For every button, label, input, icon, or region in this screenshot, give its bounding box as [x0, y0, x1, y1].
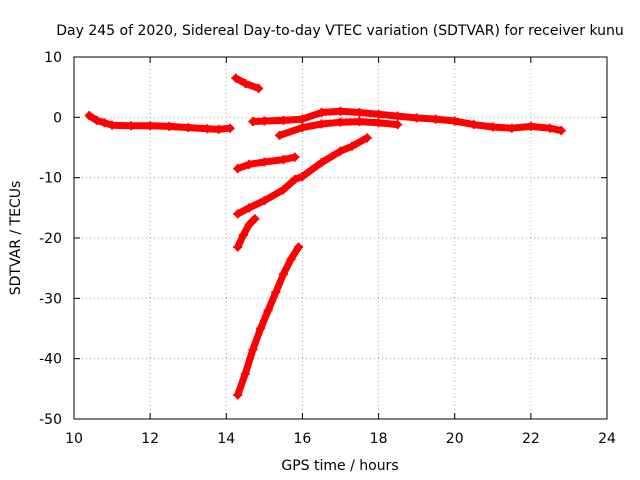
y-tick-label: -50	[39, 412, 62, 428]
data-point	[431, 114, 441, 124]
data-point	[250, 214, 260, 224]
series-track-5	[233, 152, 300, 174]
plot-area	[84, 73, 566, 400]
series-track-8	[233, 242, 304, 400]
x-tick-label: 10	[65, 431, 83, 447]
data-point	[84, 111, 94, 121]
data-point	[355, 108, 365, 118]
series-track-2	[231, 73, 264, 93]
data-point	[259, 116, 269, 126]
data-point	[526, 121, 536, 131]
y-tick-label: -40	[39, 352, 62, 368]
series-track-4	[275, 117, 403, 140]
data-point	[286, 254, 296, 264]
series-track-1	[84, 111, 235, 134]
data-point	[254, 83, 264, 93]
data-point	[238, 230, 248, 240]
data-point	[278, 269, 288, 279]
series-track-7	[233, 214, 260, 252]
data-point	[290, 174, 300, 184]
data-point	[271, 287, 281, 297]
data-point	[248, 117, 258, 127]
x-axis-label: GPS time / hours	[281, 458, 398, 474]
y-tick-label: 0	[53, 110, 62, 126]
x-tick-label: 12	[141, 431, 159, 447]
data-point	[336, 106, 345, 116]
y-tick-label: -20	[39, 231, 62, 247]
data-point	[244, 203, 254, 213]
data-point	[316, 119, 326, 129]
data-point	[450, 116, 460, 126]
data-point	[556, 126, 566, 136]
data-point	[469, 120, 479, 130]
data-point	[294, 242, 304, 252]
chart-title: Day 245 of 2020, Sidereal Day-to-day VTE…	[56, 23, 624, 39]
data-point	[256, 324, 266, 333]
data-point	[92, 115, 102, 125]
axes: 10 12 14 16 18 20 22 24 10 0 -10 -20 -30 -40 -50	[39, 50, 616, 447]
y-tick-label: -30	[39, 291, 62, 307]
data-point	[297, 171, 307, 181]
data-point	[362, 133, 372, 143]
y-tick-label: 10	[44, 50, 62, 66]
data-point	[290, 152, 300, 162]
data-point	[225, 123, 235, 133]
data-point	[278, 185, 288, 195]
series-track-3	[248, 106, 566, 136]
data-point	[164, 121, 174, 131]
data-point	[275, 130, 285, 140]
x-tick-label: 20	[446, 431, 464, 447]
data-point	[248, 345, 258, 355]
data-point	[183, 123, 193, 133]
data-point	[347, 141, 357, 151]
data-point	[316, 108, 326, 118]
data-point	[374, 109, 384, 119]
data-point	[316, 158, 326, 168]
data-point	[336, 146, 345, 156]
data-point	[233, 209, 243, 219]
series-line	[234, 243, 303, 399]
data-point	[336, 117, 345, 127]
data-point	[259, 196, 269, 206]
data-point	[393, 120, 403, 130]
x-tick-label: 14	[217, 431, 235, 447]
data-point	[126, 121, 136, 131]
data-point	[107, 120, 117, 130]
data-point	[355, 117, 365, 127]
data-point	[488, 122, 498, 132]
data-point	[374, 118, 384, 128]
y-tick-label: -10	[39, 171, 62, 187]
data-point	[297, 114, 307, 124]
data-point	[244, 220, 254, 230]
x-tick-label: 18	[370, 431, 388, 447]
data-point	[259, 157, 269, 167]
data-point	[240, 79, 250, 89]
data-point	[202, 124, 212, 134]
x-tick-label: 22	[522, 431, 540, 447]
data-point	[278, 115, 288, 125]
x-tick-label: 16	[294, 431, 312, 447]
data-point	[263, 305, 273, 315]
series-line	[234, 215, 259, 251]
data-point	[231, 73, 241, 83]
series-line	[234, 134, 371, 218]
data-point	[278, 155, 288, 165]
data-point	[145, 121, 155, 131]
data-point	[233, 164, 243, 174]
data-point	[545, 123, 555, 133]
x-tick-label: 24	[598, 431, 616, 447]
data-point	[507, 123, 517, 133]
data-point	[233, 242, 243, 252]
series-track-6	[233, 133, 372, 219]
data-point	[99, 118, 109, 128]
data-point	[214, 124, 224, 134]
data-point	[412, 113, 422, 123]
data-point	[240, 369, 250, 379]
data-point	[393, 111, 403, 121]
y-axis-label: SDTVAR / TECUs	[8, 181, 24, 296]
data-point	[297, 123, 307, 133]
data-point	[244, 159, 254, 169]
data-point	[233, 390, 243, 400]
